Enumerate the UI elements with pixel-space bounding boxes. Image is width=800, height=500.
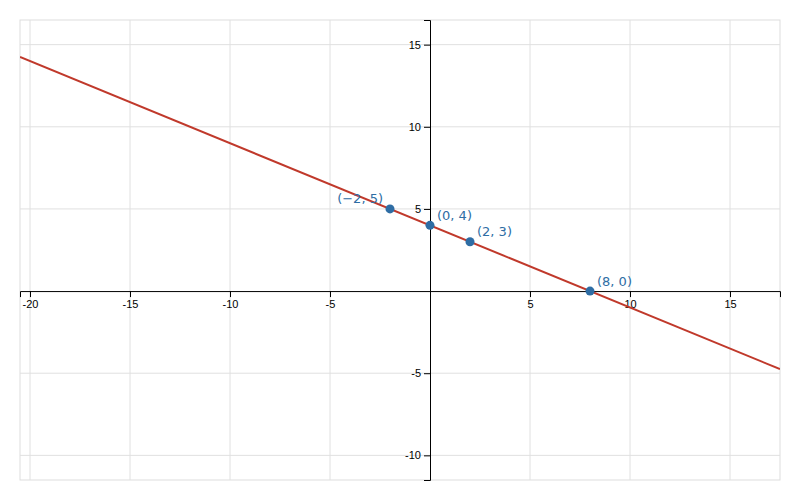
- annotation: (2, 3): [477, 224, 512, 239]
- x-tick: -10: [223, 291, 239, 310]
- chart: -20-15-10-551015-10-551015(−2, 5)(0, 4)(…: [0, 0, 800, 500]
- x-tick-label: -20: [23, 298, 39, 310]
- y-tick-mark: [424, 209, 430, 210]
- plot: -20-15-10-551015-10-551015(−2, 5)(0, 4)(…: [20, 20, 781, 481]
- annotations: (−2, 5) (0, 4) (2, 3) (8, 0): [337, 191, 632, 288]
- y-axis-line: [424, 21, 431, 481]
- y-tick-label: -5: [411, 367, 421, 379]
- x-tick-mark: [230, 291, 231, 297]
- y-tick: 5: [415, 203, 430, 215]
- y-tick-mark: [424, 127, 430, 128]
- x-axis: -20-15-10-551015: [21, 291, 781, 310]
- grid-line-y: [20, 44, 780, 45]
- x-tick-mark: [330, 291, 331, 297]
- point: [465, 237, 474, 246]
- x-tick-label: -15: [123, 298, 139, 310]
- marks: [20, 57, 780, 369]
- x-tick-label: 15: [724, 298, 736, 310]
- x-tick-label: 5: [527, 298, 533, 310]
- grid: [20, 20, 780, 480]
- x-tick: 5: [527, 291, 533, 310]
- grid-line-x: [630, 20, 631, 480]
- grid-line-x: [730, 20, 731, 480]
- x-tick-label: -5: [326, 298, 336, 310]
- x-tick-mark: [630, 291, 631, 297]
- annotation: (−2, 5): [337, 191, 383, 206]
- x-tick: -5: [326, 291, 336, 310]
- y-tick-label: 10: [409, 121, 421, 133]
- grid-line-x: [230, 20, 231, 480]
- grid-line-y: [20, 455, 780, 456]
- annotation: (0, 4): [437, 208, 472, 223]
- x-tick-mark: [130, 291, 131, 297]
- point: [385, 204, 394, 213]
- y-tick-mark: [424, 373, 430, 374]
- y-tick: 15: [409, 39, 430, 51]
- x-tick: 15: [724, 291, 736, 310]
- y-axis: -10 -5 5 10 15: [405, 21, 430, 481]
- x-tick: -20: [23, 291, 39, 310]
- y-tick: 10: [409, 121, 430, 133]
- plot-frame: [20, 20, 780, 480]
- x-tick-label: -10: [223, 298, 239, 310]
- grid-line-x: [130, 20, 131, 480]
- line: [20, 57, 780, 369]
- y-tick-mark: [424, 455, 430, 456]
- annotation: (8, 0): [597, 274, 632, 289]
- y-tick-label: -10: [405, 449, 421, 461]
- x-tick-mark: [530, 291, 531, 297]
- grid-line-x: [330, 20, 331, 480]
- y-tick-label: 5: [415, 203, 421, 215]
- x-tick: -15: [123, 291, 139, 310]
- y-tick: -5: [411, 367, 430, 379]
- grid-line-x: [30, 20, 31, 480]
- grid-line-y: [20, 208, 780, 209]
- grid-line-x: [530, 20, 531, 480]
- y-tick-label: 15: [409, 39, 421, 51]
- grid-line-y: [20, 373, 780, 374]
- y-tick: -10: [405, 449, 430, 461]
- x-axis-line: [21, 292, 781, 298]
- grid-line-y: [20, 126, 780, 127]
- point: [425, 221, 434, 230]
- point: [585, 287, 594, 296]
- x-tick-mark: [730, 291, 731, 297]
- y-tick-mark: [424, 45, 430, 46]
- x-tick-mark: [30, 291, 31, 297]
